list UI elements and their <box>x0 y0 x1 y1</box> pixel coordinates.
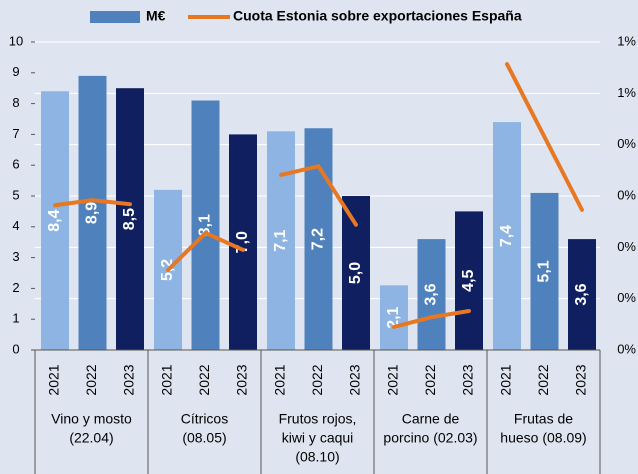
y-tick-label: 8 <box>12 95 19 110</box>
bar-value-label: 7,4 <box>498 225 515 247</box>
line <box>166 230 245 272</box>
bar <box>78 75 107 350</box>
bar-value-label: 8,9 <box>84 202 101 224</box>
x-tick-label: 2023 <box>121 364 137 395</box>
y-tick-label: 9 <box>12 64 19 79</box>
bar-value-label: 3,6 <box>423 283 440 305</box>
x-tick-label: 2022 <box>422 364 438 395</box>
x-tick-label: 2021 <box>159 364 175 395</box>
group-label: porcino (02.03) <box>383 430 477 446</box>
x-tick-label: 2023 <box>460 364 476 395</box>
bar-value-label: 7,2 <box>310 228 327 250</box>
group-label: (08.05) <box>182 430 226 446</box>
bar-value-label: 8,1 <box>197 214 214 236</box>
legend-swatch <box>90 11 140 23</box>
bar <box>455 211 483 350</box>
y-tick-label: 3 <box>12 249 19 264</box>
y2-tick-label: 0% <box>617 290 636 305</box>
group-label: (08.10) <box>295 449 339 465</box>
y-tick-label: 4 <box>12 218 19 233</box>
x-tick-label: 2023 <box>347 364 363 395</box>
x-tick-label: 2021 <box>385 364 401 395</box>
y-tick-label: 10 <box>9 33 23 48</box>
bar <box>116 88 144 350</box>
y-tick-label: 1 <box>12 311 19 326</box>
bar <box>417 239 446 350</box>
x-tick-label: 2022 <box>83 364 99 395</box>
group-label: Frutos rojos, <box>279 411 357 427</box>
bar <box>267 131 295 350</box>
bar-value-label: 8,5 <box>121 208 138 230</box>
x-tick-label: 2021 <box>46 364 62 395</box>
group-label: Vino y mosto <box>51 411 132 427</box>
group-label: (22.04) <box>69 430 113 446</box>
bar <box>380 285 408 350</box>
group-label: Cítricos <box>181 411 228 427</box>
x-tick-label: 2022 <box>309 364 325 395</box>
bar <box>191 100 220 351</box>
y-tick-label: 2 <box>12 280 19 295</box>
x-tick-label: 2023 <box>234 364 250 395</box>
y-tick-label: 5 <box>12 187 19 202</box>
y-tick-label: 6 <box>12 157 19 172</box>
bar-value-label: 2,1 <box>385 306 402 328</box>
y2-tick-label: 0% <box>617 239 636 254</box>
bar <box>229 134 257 350</box>
line <box>392 308 471 329</box>
bar <box>568 239 596 350</box>
x-tick-label: 2021 <box>272 364 288 395</box>
bar-value-label: 5,1 <box>536 260 553 282</box>
bar <box>493 122 521 350</box>
group-label: Frutas de <box>514 411 573 427</box>
legend-label: Cuota Estonia sobre exportaciones España <box>233 8 522 24</box>
y-tick-label: 0 <box>12 341 19 356</box>
group-label: Carne de <box>402 411 460 427</box>
group-label: kiwi y caqui <box>282 430 354 446</box>
x-tick-label: 2022 <box>535 364 551 395</box>
bar <box>41 91 69 350</box>
line <box>505 62 584 212</box>
bar <box>530 192 559 350</box>
y2-tick-label: 0% <box>617 341 636 356</box>
bar-value-label: 7,1 <box>272 229 289 251</box>
bar-value-label: 8,4 <box>46 209 63 231</box>
y2-tick-label: 0% <box>617 187 636 202</box>
y2-tick-label: 0% <box>617 136 636 151</box>
y2-tick-label: 1% <box>617 85 636 100</box>
bar-value-label: 3,6 <box>573 283 590 305</box>
x-tick-label: 2021 <box>498 364 514 395</box>
y-tick-label: 7 <box>12 126 19 141</box>
bar-value-label: 5,0 <box>347 262 364 284</box>
line <box>279 163 358 227</box>
x-tick-label: 2023 <box>573 364 589 395</box>
legend-label: M€ <box>146 8 166 24</box>
group-label: hueso (08.09) <box>500 430 586 446</box>
y2-tick-label: 1% <box>617 33 636 48</box>
x-tick-label: 2022 <box>196 364 212 395</box>
bar-value-label: 4,5 <box>460 269 477 291</box>
line <box>53 198 132 208</box>
